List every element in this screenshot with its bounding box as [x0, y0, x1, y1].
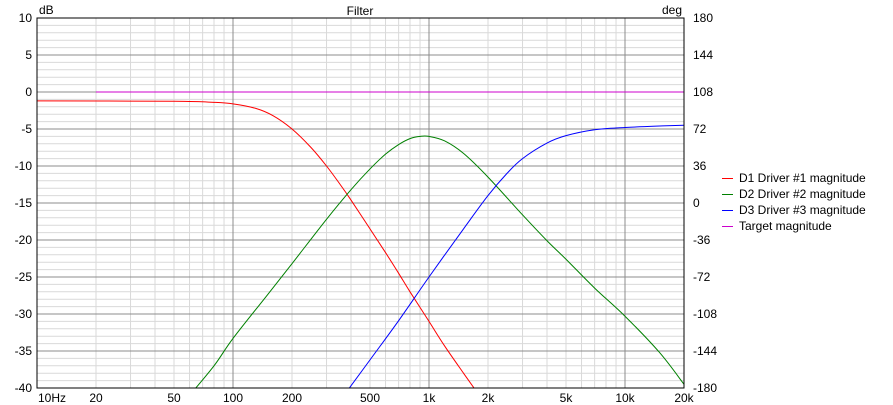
y-tick-label: -20 [15, 233, 33, 247]
y-tick-label: 0 [25, 85, 32, 99]
y-tick-label: 10 [19, 11, 33, 25]
chart-legend: D1 Driver #1 magnitude D2 Driver #2 magni… [722, 170, 866, 234]
x-tick-label: 20 [89, 391, 103, 405]
x-tick-label: 10k [615, 391, 635, 405]
legend-label: Target magnitude [739, 219, 832, 233]
plot-frame [36, 17, 685, 389]
y2-axis-ticks: 180 144 108 72 36 0 -36 -72 -108 -144 -180 [693, 11, 717, 395]
y-tick-label: -5 [21, 122, 32, 136]
y-tick-label: -30 [15, 307, 33, 321]
legend-swatch [722, 225, 733, 227]
legend-item: D3 Driver #3 magnitude [722, 202, 866, 218]
y-axis-ticks: 10 5 0 -5 -10 -15 -20 -25 -30 -35 -40 [15, 11, 33, 395]
y2-tick-label: -108 [693, 307, 717, 321]
x-tick-label: 5k [560, 391, 574, 405]
y2-tick-label: 0 [693, 196, 700, 210]
y2-tick-label: -72 [693, 270, 711, 284]
x-tick-label: 10Hz [38, 391, 66, 405]
x-tick-label: 50 [167, 391, 181, 405]
legend-swatch [722, 209, 733, 211]
series-line-d2-driver-2-magnitude [195, 135, 684, 388]
y-tick-label: -10 [15, 159, 33, 173]
y2-tick-label: 36 [693, 159, 707, 173]
series-line-d3-driver-3-magnitude [348, 124, 684, 388]
y2-tick-label: 180 [693, 11, 713, 25]
y-tick-label: -25 [15, 270, 33, 284]
y2-tick-label: 108 [693, 85, 713, 99]
y-tick-label: -35 [15, 344, 33, 358]
series-layer [37, 91, 684, 388]
y2-tick-label: 144 [693, 48, 713, 62]
left-axis-unit: dB [39, 3, 54, 17]
x-tick-label: 2k [482, 391, 496, 405]
right-axis-unit: deg [662, 3, 682, 17]
legend-swatch [722, 177, 733, 179]
y2-tick-label: -36 [693, 233, 711, 247]
legend-item: D1 Driver #1 magnitude [722, 170, 866, 186]
legend-swatch [722, 193, 733, 195]
y-tick-label: 5 [25, 48, 32, 62]
x-axis-ticks: 10Hz 20 50 100 200 500 1k 2k 5k 10k 20k [38, 391, 695, 405]
legend-label: D1 Driver #1 magnitude [739, 171, 866, 185]
legend-label: D2 Driver #2 magnitude [739, 187, 866, 201]
legend-item: Target magnitude [722, 218, 866, 234]
y2-tick-label: -180 [693, 381, 717, 395]
y2-tick-label: -144 [693, 344, 717, 358]
y2-tick-label: 72 [693, 122, 707, 136]
x-tick-label: 500 [360, 391, 380, 405]
x-tick-label: 20k [674, 391, 694, 405]
chart-title: Filter [347, 4, 374, 18]
y-tick-label: -40 [15, 381, 33, 395]
x-tick-label: 1k [423, 391, 437, 405]
x-tick-label: 100 [223, 391, 243, 405]
y-tick-label: -15 [15, 196, 33, 210]
series-line-d1-driver-1-magnitude [37, 100, 475, 388]
x-tick-label: 200 [282, 391, 302, 405]
legend-label: D3 Driver #3 magnitude [739, 203, 866, 217]
legend-item: D2 Driver #2 magnitude [722, 186, 866, 202]
